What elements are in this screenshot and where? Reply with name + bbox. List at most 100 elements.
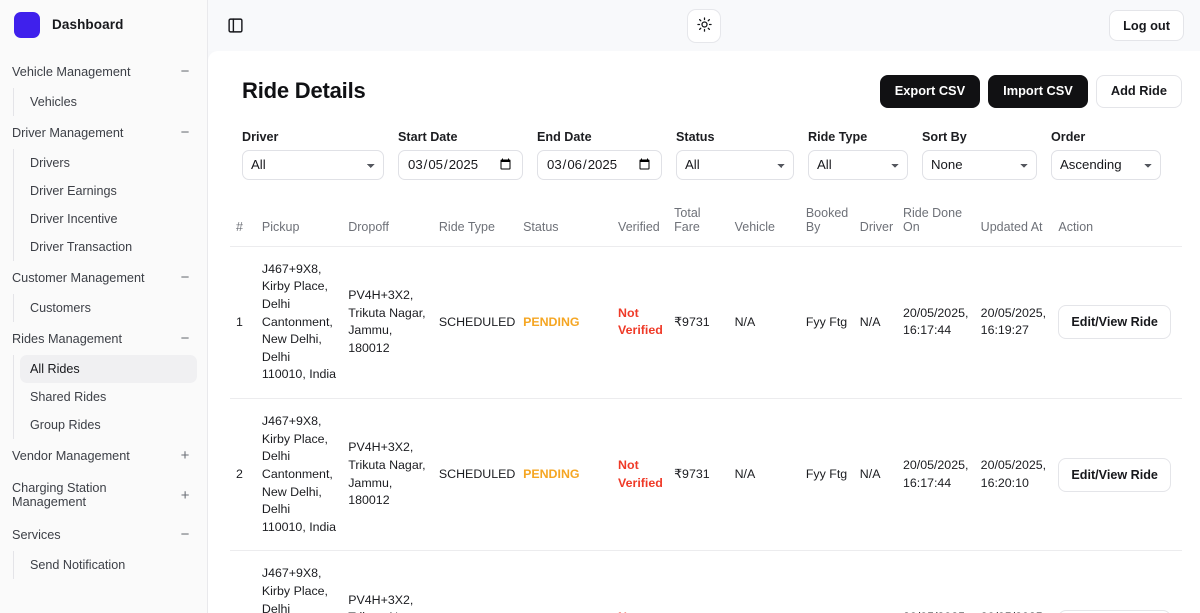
cell-verified: Not Verified [612, 398, 669, 552]
cell-index: 1 [230, 246, 256, 400]
panel-toggle-icon[interactable] [222, 13, 248, 39]
sidebar-subitems: Vehicles [13, 88, 197, 116]
sidebar-group-driver-management[interactable]: Driver Management − [10, 116, 197, 149]
cell-index: 3 [230, 550, 256, 613]
sidebar-group-vendor-management[interactable]: Vendor Management + [10, 439, 197, 472]
sidebar: Dashboard Vehicle Management − Vehicles Dri… [0, 0, 208, 613]
collapse-icon: − [180, 330, 190, 347]
expand-icon: + [180, 486, 190, 504]
col-header-total-fare: Total Fare [668, 197, 729, 247]
expand-icon: + [180, 447, 190, 464]
collapse-icon: − [180, 63, 190, 80]
sidebar-item-drivers[interactable]: Drivers [30, 156, 70, 170]
cell-verified: Not Verified [612, 246, 669, 400]
cell-booked-by: Fyy Ftg [799, 550, 854, 613]
add-ride-button[interactable]: Add Ride [1095, 75, 1182, 108]
cell-total-fare: ₹9731 [668, 550, 729, 613]
table-row: 3J467+9X8, Kirby Place, Delhi Cantonment… [230, 550, 1182, 613]
cell-ride-done-on: 20/05/2025, 16:17:44 [896, 550, 975, 613]
sidebar-subitems: All Rides Shared Rides Group Rides [13, 355, 197, 439]
brand-title: Dashboard [52, 17, 124, 32]
import-csv-button[interactable]: Import CSV [988, 75, 1088, 108]
cell-booked-by: Fyy Ftg [799, 246, 854, 400]
sidebar-group-rides-management[interactable]: Rides Management − [10, 322, 197, 355]
sidebar-item-customers[interactable]: Customers [30, 301, 91, 315]
ride-table-wrapper: # Pickup Dropoff Ride Type Status Verified Tot… [224, 197, 1184, 613]
edit-view-ride-button[interactable]: Edit/View Ride [1058, 457, 1171, 492]
theme-toggle-button[interactable] [687, 8, 721, 43]
cell-total-fare: ₹9731 [668, 398, 729, 552]
cell-driver: N/A [853, 398, 897, 552]
topbar: Log out [208, 0, 1200, 51]
page-header: Ride Details Export CSV Import CSV Add Rid… [224, 75, 1184, 108]
sidebar-group-customer-management[interactable]: Customer Management − [10, 261, 197, 294]
filter-start_date-input[interactable] [398, 149, 523, 180]
cell-ride-type: SCHEDULED [432, 550, 518, 613]
cell-action: Edit/View Ride [1052, 246, 1182, 400]
cell-pickup: J467+9X8, Kirby Place, Delhi Cantonment,… [255, 246, 343, 400]
cell-vehicle: N/A [728, 398, 800, 552]
export-csv-button[interactable]: Export CSV [879, 75, 981, 108]
cell-verified: Not Verified [612, 550, 669, 613]
filter-start_date-label: Start Date [398, 129, 458, 144]
col-header-vehicle: Vehicle [728, 197, 800, 247]
filter-end_date-input[interactable] [537, 149, 662, 180]
sidebar-subitems: Customers [13, 294, 197, 322]
filter-ride_type-label: Ride Type [808, 129, 868, 144]
col-header-pickup: Pickup [255, 197, 343, 247]
sidebar-item-driver-incentive[interactable]: Driver Incentive [30, 212, 118, 226]
cell-updated-at: 20/05/2025, 16:19:27 [974, 246, 1053, 400]
sidebar-group-label: Vendor Management [12, 448, 130, 463]
sidebar-group-charging-station-management[interactable]: Charging Station Management + [10, 472, 197, 518]
sidebar-item-shared-rides[interactable]: Shared Rides [30, 390, 107, 404]
cell-status: PENDING [517, 550, 613, 613]
sidebar-item-all-rides[interactable]: All Rides [20, 355, 197, 383]
filter-driver-select[interactable]: All [242, 149, 384, 180]
edit-view-ride-button[interactable]: Edit/View Ride [1058, 305, 1171, 340]
cell-action: Edit/View Ride [1052, 550, 1182, 613]
cell-pickup: J467+9X8, Kirby Place, Delhi Cantonment,… [255, 550, 343, 613]
cell-dropoff: PV4H+3X2, Trikuta Nagar, Jammu, 180012 [342, 550, 433, 613]
logout-button[interactable]: Log out [1109, 10, 1184, 41]
sidebar-subitems: Drivers Driver Earnings Driver Incentive Dr… [13, 149, 197, 261]
table-row: 2 J467+9X8, Kirby Place, Delhi Cantonment… [230, 398, 1182, 552]
filter-order-select[interactable]: Ascending [1051, 149, 1161, 180]
cell-status: PENDING [517, 398, 613, 552]
sidebar-item-send-notification[interactable]: Send Notification [30, 558, 126, 572]
col-header-action: Action [1052, 197, 1182, 247]
sidebar-group-label: Customer Management [12, 270, 145, 285]
table-header-row: # Pickup Dropoff Ride Type Status Verified Tot… [230, 197, 1182, 247]
cell-pickup: J467+9X8, Kirby Place, Delhi Cantonment,… [255, 398, 343, 552]
cell-updated-at: 20/05/2025, 16:20:10 [974, 398, 1053, 552]
cell-driver: N/A [853, 246, 897, 400]
cell-dropoff: PV4H+3X2, Trikuta Nagar, Jammu, 180012 [342, 398, 433, 552]
col-header-booked-by: Booked By [799, 197, 854, 247]
filter-driver-label: Driver [242, 129, 279, 144]
sidebar-subitems: Send Notification [13, 551, 197, 579]
sidebar-nav: Vehicle Management − Vehicles Driver Manage… [0, 51, 207, 579]
table-row: 1 J467+9X8, Kirby Place, Delhi Cantonment… [230, 246, 1182, 400]
cell-vehicle: N/A [728, 246, 800, 400]
col-header-ride-type: Ride Type [432, 197, 518, 247]
sidebar-group-label: Services [12, 527, 61, 542]
sidebar-group-services[interactable]: Services − [10, 518, 197, 551]
filter-status: Status All [676, 130, 794, 180]
sidebar-group-vehicle-management[interactable]: Vehicle Management − [10, 55, 197, 88]
filter-ride_type-select[interactable]: All [808, 149, 908, 180]
sidebar-item-driver-earnings[interactable]: Driver Earnings [30, 184, 117, 198]
sidebar-group-label: Charging Station Management [12, 481, 107, 509]
cell-status: PENDING [517, 246, 613, 400]
brand[interactable]: Dashboard [0, 0, 207, 51]
collapse-icon: − [180, 124, 190, 141]
col-header-dropoff: Dropoff [342, 197, 433, 247]
sun-icon [696, 16, 712, 35]
filter-end_date-label: End Date [537, 129, 592, 144]
filter-sort_by-select[interactable]: None [922, 149, 1037, 180]
sidebar-item-driver-transaction[interactable]: Driver Transaction [30, 240, 133, 254]
sidebar-item-vehicles[interactable]: Vehicles [30, 95, 77, 109]
filter-ride_type: Ride Type All [808, 130, 908, 180]
sidebar-item-group-rides[interactable]: Group Rides [30, 418, 101, 432]
filter-status-select[interactable]: All [676, 149, 794, 180]
